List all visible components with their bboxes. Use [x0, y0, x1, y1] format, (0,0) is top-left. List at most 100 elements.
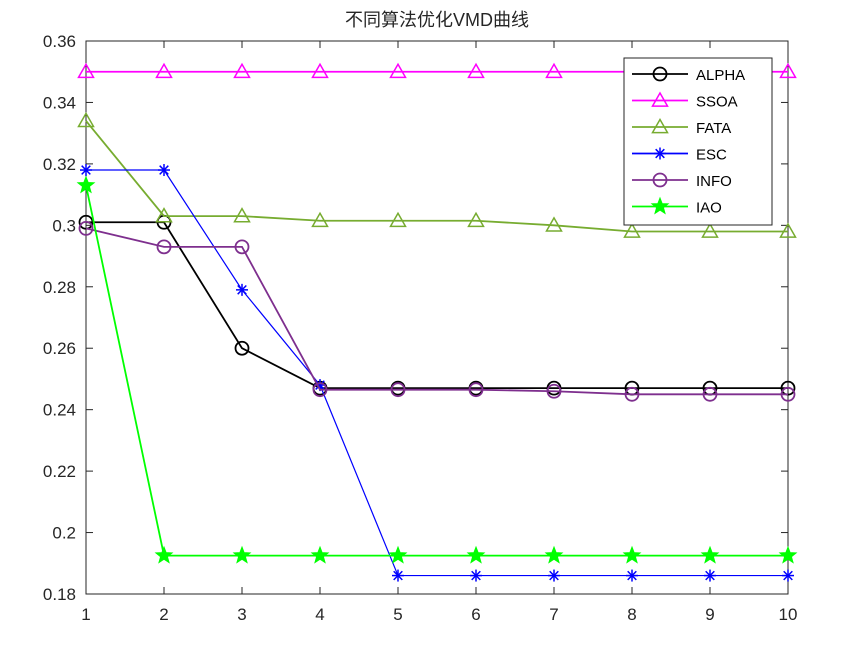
data-point-esc	[236, 283, 248, 296]
x-tick-label: 9	[705, 605, 714, 624]
legend-label: ALPHA	[696, 67, 745, 84]
legend-item-info: INFO	[632, 172, 732, 190]
data-point-info	[702, 386, 718, 402]
legend-label: INFO	[696, 173, 732, 190]
data-point-iao	[76, 175, 96, 194]
data-point-esc	[704, 569, 716, 582]
data-point-esc	[80, 164, 92, 177]
legend-item-alpha: ALPHA	[632, 66, 745, 84]
legend-item-ssoa: SSOA	[632, 91, 738, 111]
series-alpha	[78, 214, 796, 396]
x-tick-label: 10	[779, 605, 798, 624]
x-tick-label: 2	[159, 605, 168, 624]
chart-title: 不同算法优化VMD曲线	[345, 10, 529, 30]
y-tick-label: 0.2	[52, 524, 76, 543]
data-point-info	[234, 239, 250, 255]
data-point-iao	[388, 545, 408, 564]
data-point-fata	[779, 222, 797, 238]
data-point-iao	[310, 545, 330, 564]
data-point-info	[78, 221, 94, 236]
data-point-iao	[778, 545, 798, 564]
data-point-fata	[155, 207, 173, 223]
legend: ALPHA SSOA FATA ESC INFO IAO	[623, 57, 773, 226]
data-point-fata	[701, 222, 719, 238]
y-tick-label: 0.18	[43, 585, 76, 604]
x-tick-label: 5	[393, 605, 402, 624]
data-point-ssoa	[467, 62, 485, 79]
data-point-fata	[467, 211, 485, 228]
data-point-ssoa	[233, 62, 251, 79]
data-point-info	[546, 383, 562, 399]
y-tick-label: 0.22	[43, 462, 76, 481]
x-tick-label: 7	[549, 605, 558, 624]
data-point-esc	[782, 569, 794, 582]
data-point-fata	[545, 216, 563, 232]
series-esc	[80, 164, 794, 582]
series-line-esc	[86, 169, 788, 577]
series-line-iao	[85, 185, 788, 557]
y-tick-label: 0.28	[43, 278, 76, 297]
legend-marker	[651, 91, 669, 107]
x-tick-label: 3	[237, 605, 246, 624]
data-point-fata	[623, 222, 641, 238]
x-tick-label: 4	[315, 605, 324, 624]
data-point-iao	[700, 545, 720, 564]
legend-label: ESC	[696, 147, 727, 164]
data-point-esc	[392, 569, 404, 582]
x-tick-label: 6	[471, 605, 480, 624]
data-point-ssoa	[311, 62, 329, 79]
series-line-alpha	[86, 221, 788, 390]
y-tick-label: 0.24	[43, 401, 76, 420]
y-tick-label: 0.34	[43, 93, 76, 112]
data-point-iao	[466, 545, 486, 564]
series-info	[78, 221, 796, 402]
data-point-iao	[544, 545, 564, 564]
data-point-esc	[626, 569, 638, 582]
legend-item-esc: ESC	[632, 147, 727, 164]
data-point-info	[156, 239, 172, 255]
data-point-esc	[470, 569, 482, 582]
data-point-info	[390, 382, 406, 398]
series-line-fata	[85, 120, 788, 233]
legend-label: SSOA	[696, 94, 738, 111]
series-iao	[76, 175, 798, 564]
y-tick-label: 0.32	[43, 155, 76, 174]
data-point-info	[468, 382, 484, 398]
x-tick-label: 8	[627, 605, 636, 624]
legend-marker	[654, 147, 666, 160]
legend-marker	[652, 172, 668, 188]
legend-marker	[650, 196, 670, 215]
legend-item-fata: FATA	[632, 117, 731, 137]
data-point-ssoa	[77, 62, 95, 79]
legend-label: IAO	[696, 200, 722, 217]
data-point-ssoa	[389, 62, 407, 79]
x-tick-label: 1	[81, 605, 90, 624]
data-point-ssoa	[779, 62, 797, 79]
data-point-info	[312, 382, 328, 398]
data-point-info	[780, 386, 796, 402]
legend-item-iao: IAO	[632, 196, 722, 217]
legend-marker	[651, 117, 669, 134]
y-tick-label: 0.3	[52, 216, 76, 235]
data-point-esc	[158, 164, 170, 177]
series-layer	[76, 62, 798, 582]
axes: 1 2 3 4 5 6 7 8 9 10 0.18 0.2 0.22 0.24 0.26 0.28 0.3 0.3…	[43, 32, 798, 624]
data-point-ssoa	[545, 62, 563, 79]
data-point-esc	[548, 569, 560, 582]
series-fata	[77, 111, 797, 238]
data-point-iao	[232, 545, 252, 564]
legend-label: FATA	[696, 120, 731, 137]
data-point-info	[624, 386, 640, 402]
plot-area-border	[85, 40, 789, 595]
data-point-iao	[154, 545, 174, 564]
legend-marker	[652, 66, 668, 82]
data-point-ssoa	[155, 62, 173, 79]
series-line-info	[85, 227, 788, 396]
data-point-fata	[311, 211, 329, 228]
data-point-fata	[233, 207, 251, 223]
data-point-alpha	[234, 340, 250, 356]
y-tick-label: 0.26	[43, 339, 76, 358]
data-point-fata	[77, 111, 95, 128]
